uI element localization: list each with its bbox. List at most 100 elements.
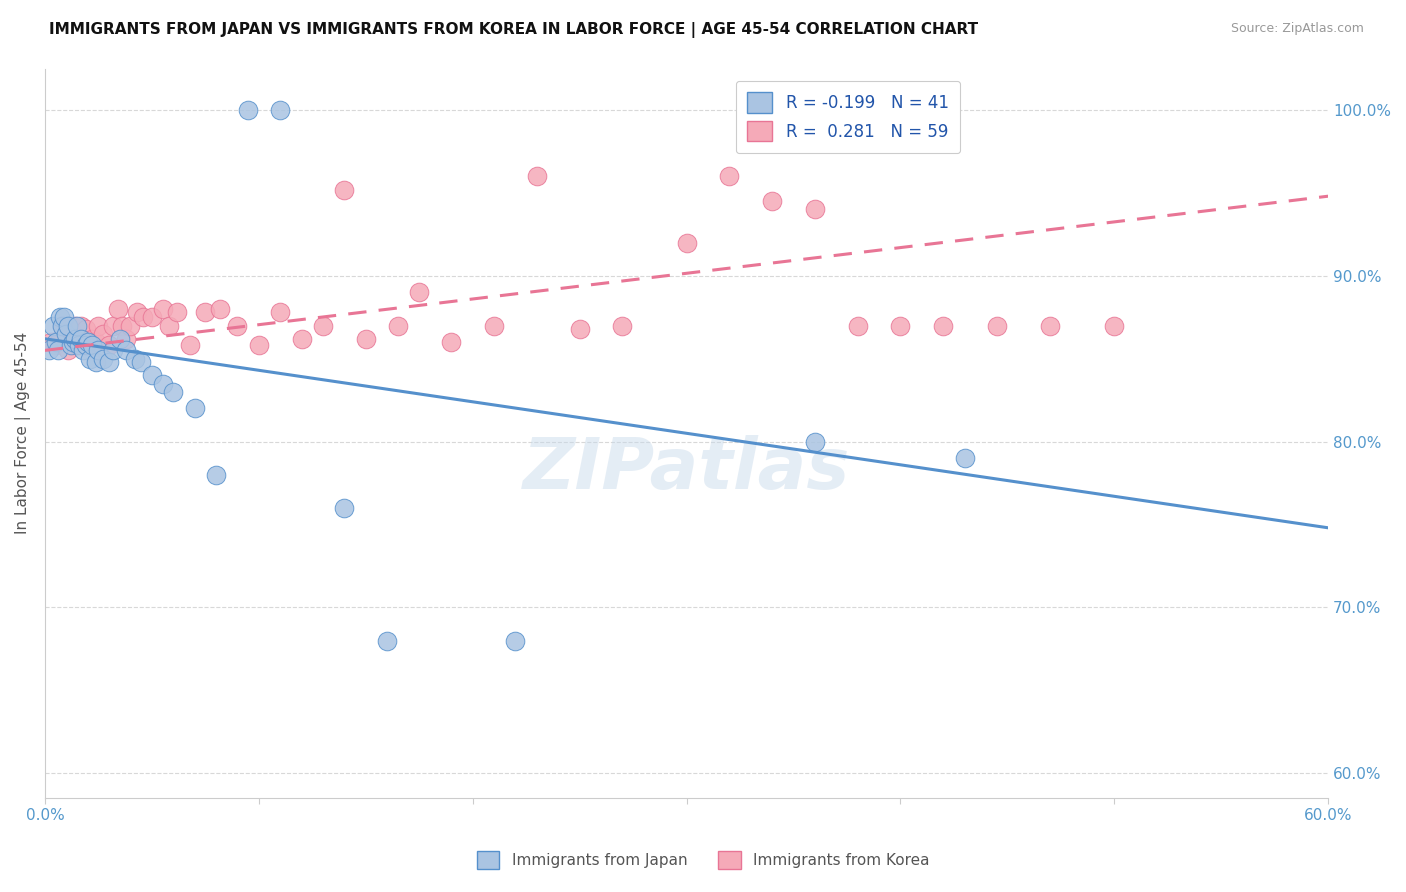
Point [152,301,174,316]
Point [87,318,110,333]
Point [67,338,90,352]
Point [55,326,77,341]
Point [98,338,121,352]
Point [120,318,142,333]
Point [526,169,548,184]
Point [290,332,312,346]
Point [333,500,356,515]
Point [62,332,84,346]
Point [312,318,335,333]
Point [375,633,398,648]
Point [72,335,94,350]
Point [129,355,152,369]
Point [505,633,527,648]
Point [39,335,62,350]
Point [124,351,146,366]
Point [66,318,89,333]
Point [125,305,148,319]
Point [846,318,869,333]
Point [38,343,60,358]
Point [889,318,911,333]
Point [45,338,67,352]
Point [80,338,103,352]
Point [482,318,505,333]
Point [108,332,131,346]
Point [675,235,697,250]
Point [953,451,976,466]
Point [107,301,129,316]
Point [194,305,217,319]
Point [87,343,110,358]
Point [387,318,409,333]
Point [84,335,107,350]
Point [761,194,783,209]
Point [1039,318,1062,333]
Point [84,355,107,369]
Point [75,322,97,336]
Text: ZIPatlas: ZIPatlas [523,435,851,504]
Point [79,351,101,366]
Point [79,335,101,350]
Point [183,401,205,416]
Point [141,310,163,325]
Point [72,343,94,358]
Point [75,338,97,352]
Point [141,368,163,383]
Point [179,338,201,352]
Point [80,332,103,346]
Point [1104,318,1126,333]
Point [70,332,93,346]
Point [111,318,134,333]
Point [354,332,377,346]
Point [67,332,90,346]
Point [66,338,89,352]
Point [51,318,73,333]
Point [157,318,180,333]
Point [440,335,463,350]
Point [55,335,77,350]
Y-axis label: In Labor Force | Age 45-54: In Labor Force | Age 45-54 [15,332,31,534]
Text: IMMIGRANTS FROM JAPAN VS IMMIGRANTS FROM KOREA IN LABOR FORCE | AGE 45-54 CORREL: IMMIGRANTS FROM JAPAN VS IMMIGRANTS FROM… [49,22,979,38]
Point [152,376,174,391]
Legend: R = -0.199   N = 41, R =  0.281   N = 59: R = -0.199 N = 41, R = 0.281 N = 59 [735,80,960,153]
Point [103,343,125,358]
Point [718,169,741,184]
Point [226,318,249,333]
Point [115,343,138,358]
Point [45,335,67,350]
Point [205,467,228,482]
Point [58,343,80,358]
Point [162,384,184,399]
Point [49,332,72,346]
Point [132,310,155,325]
Point [76,338,98,352]
Point [804,434,827,449]
Point [98,355,121,369]
Point [115,332,138,346]
Point [59,338,82,352]
Point [63,332,86,346]
Point [408,285,430,300]
Point [70,318,93,333]
Point [247,338,270,352]
Point [91,351,114,366]
Point [804,202,827,217]
Point [46,343,69,358]
Text: Source: ZipAtlas.com: Source: ZipAtlas.com [1230,22,1364,36]
Point [62,335,84,350]
Point [269,103,291,117]
Point [986,318,1008,333]
Point [333,183,356,197]
Point [269,305,291,319]
Point [612,318,634,333]
Point [568,322,591,336]
Point [63,318,86,333]
Point [932,318,955,333]
Point [58,318,80,333]
Point [236,103,259,117]
Point [59,322,82,336]
Point [53,310,76,325]
Point [103,318,125,333]
Point [166,305,188,319]
Point [49,310,72,325]
